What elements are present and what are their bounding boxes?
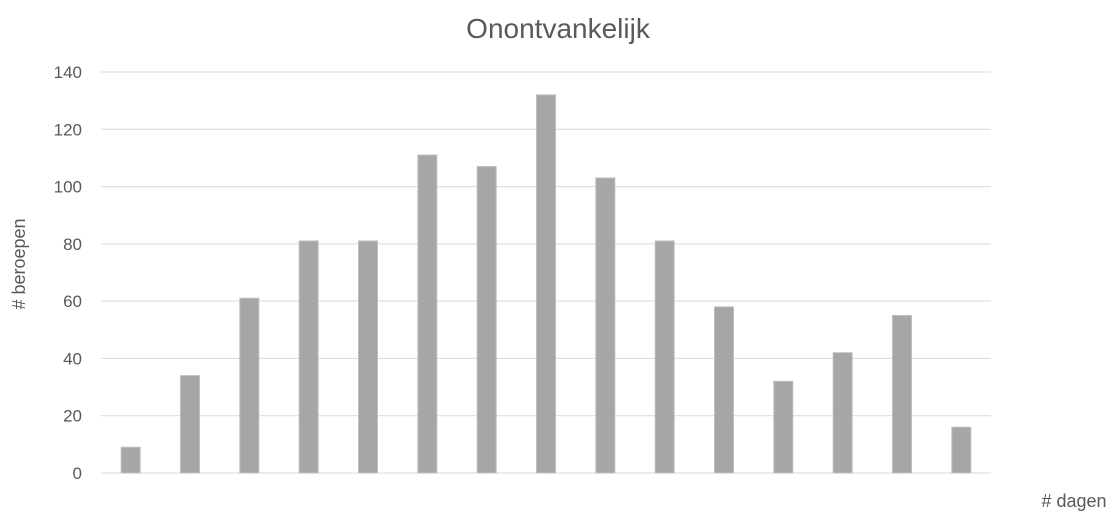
bar xyxy=(298,240,319,474)
bar xyxy=(595,177,616,474)
bar xyxy=(417,154,438,474)
bar xyxy=(773,380,794,474)
bar xyxy=(951,426,972,474)
chart-title: Onontvankelijk xyxy=(466,13,651,44)
bars xyxy=(120,94,972,474)
y-axis-ticks: 0 20 40 60 80 100 120 140 xyxy=(54,63,82,483)
y-tick-label: 40 xyxy=(63,349,82,368)
bar xyxy=(476,166,497,474)
y-tick-label: 140 xyxy=(54,63,82,82)
bar xyxy=(239,297,260,474)
bar xyxy=(120,446,141,474)
bar xyxy=(180,375,200,474)
y-tick-label: 120 xyxy=(54,120,82,139)
x-axis-label: # dagen xyxy=(1041,491,1106,511)
y-tick-label: 80 xyxy=(63,235,82,254)
y-tick-label: 20 xyxy=(63,407,82,426)
bar xyxy=(358,240,378,474)
y-tick-label: 100 xyxy=(54,178,82,197)
bar xyxy=(714,306,734,474)
bar xyxy=(832,352,853,474)
bar xyxy=(654,240,675,474)
y-tick-label: 0 xyxy=(73,464,82,483)
bar xyxy=(892,314,912,474)
y-tick-label: 60 xyxy=(63,292,82,311)
bar xyxy=(536,94,556,474)
y-axis-label: # beroepen xyxy=(9,218,29,309)
